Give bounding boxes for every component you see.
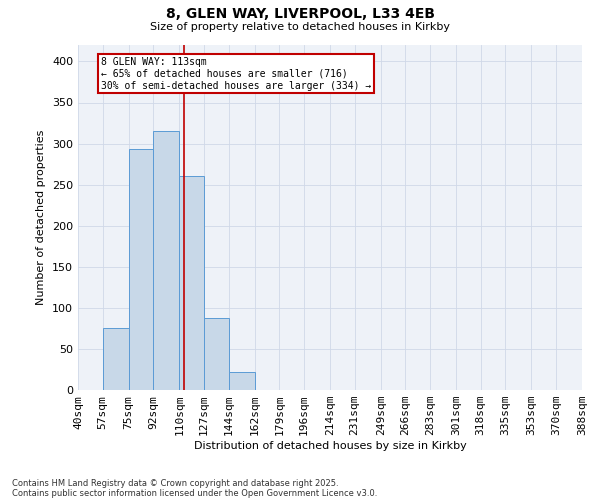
Text: Contains public sector information licensed under the Open Government Licence v3: Contains public sector information licen… (12, 488, 377, 498)
X-axis label: Distribution of detached houses by size in Kirkby: Distribution of detached houses by size … (194, 441, 466, 451)
Text: 8 GLEN WAY: 113sqm
← 65% of detached houses are smaller (716)
30% of semi-detach: 8 GLEN WAY: 113sqm ← 65% of detached hou… (101, 58, 371, 90)
Bar (103, 328, 128, 390)
Bar (204, 318, 229, 390)
Bar (179, 176, 204, 390)
Text: Contains HM Land Registry data © Crown copyright and database right 2025.: Contains HM Land Registry data © Crown c… (12, 478, 338, 488)
Bar (229, 372, 254, 390)
Bar (154, 131, 179, 390)
Bar (128, 150, 154, 390)
Text: Size of property relative to detached houses in Kirkby: Size of property relative to detached ho… (150, 22, 450, 32)
Text: 8, GLEN WAY, LIVERPOOL, L33 4EB: 8, GLEN WAY, LIVERPOOL, L33 4EB (166, 8, 434, 22)
Y-axis label: Number of detached properties: Number of detached properties (37, 130, 46, 305)
